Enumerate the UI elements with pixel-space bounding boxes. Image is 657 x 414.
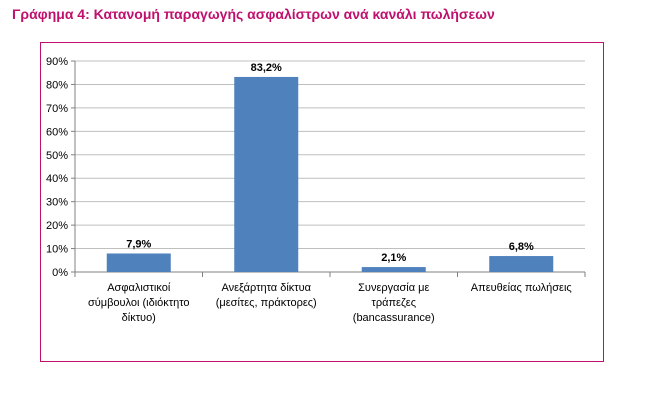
y-tick-label: 0%	[52, 267, 68, 279]
category-label-line: (bancassurance)	[353, 312, 435, 324]
y-tick-label: 50%	[46, 150, 68, 162]
data-label: 7,9%	[126, 238, 151, 250]
y-tick-label: 10%	[46, 244, 68, 256]
category-label: Απευθείας πωλήσεις	[471, 282, 572, 294]
category-label-line: (μεσίτες, πράκτορες)	[216, 297, 317, 309]
data-label: 83,2%	[251, 62, 282, 74]
y-tick-label: 80%	[46, 79, 68, 91]
category-label-line: τράπεζες	[371, 297, 416, 309]
category-label-line: σύμβουλοι (ιδιόκτητο	[88, 297, 190, 309]
bar	[106, 253, 171, 272]
category-label-line: Απευθείας πωλήσεις	[471, 282, 572, 294]
category-label-line: Ασφαλιστικοί	[107, 282, 171, 294]
bar	[234, 76, 299, 272]
bar	[361, 267, 426, 272]
bar	[489, 256, 554, 272]
category-label-line: δίκτυο)	[122, 312, 156, 324]
y-tick-label: 90%	[46, 56, 68, 68]
data-label: 2,1%	[381, 252, 406, 264]
data-label: 6,8%	[509, 241, 534, 253]
category-label-line: Ανεξάρτητα δίκτυα	[222, 282, 312, 294]
category-label: Ασφαλιστικοί σύμβουλοι (ιδιόκτητο δίκτυο)	[88, 282, 190, 324]
y-tick-label: 30%	[46, 197, 68, 209]
category-label-line: Συνεργασία με	[358, 282, 429, 294]
y-tick-label: 70%	[46, 103, 68, 115]
chart-frame	[40, 42, 604, 362]
y-tick-label: 20%	[46, 220, 68, 232]
y-tick-label: 40%	[46, 173, 68, 185]
category-label: Ανεξάρτητα δίκτυα (μεσίτες, πράκτορες)	[216, 282, 317, 309]
y-tick-label: 60%	[46, 126, 68, 138]
category-label: Συνεργασία με τράπεζες (bancassurance)	[353, 282, 435, 324]
chart-title: Γράφημα 4: Κατανομή παραγωγής ασφαλίστρω…	[12, 6, 495, 22]
